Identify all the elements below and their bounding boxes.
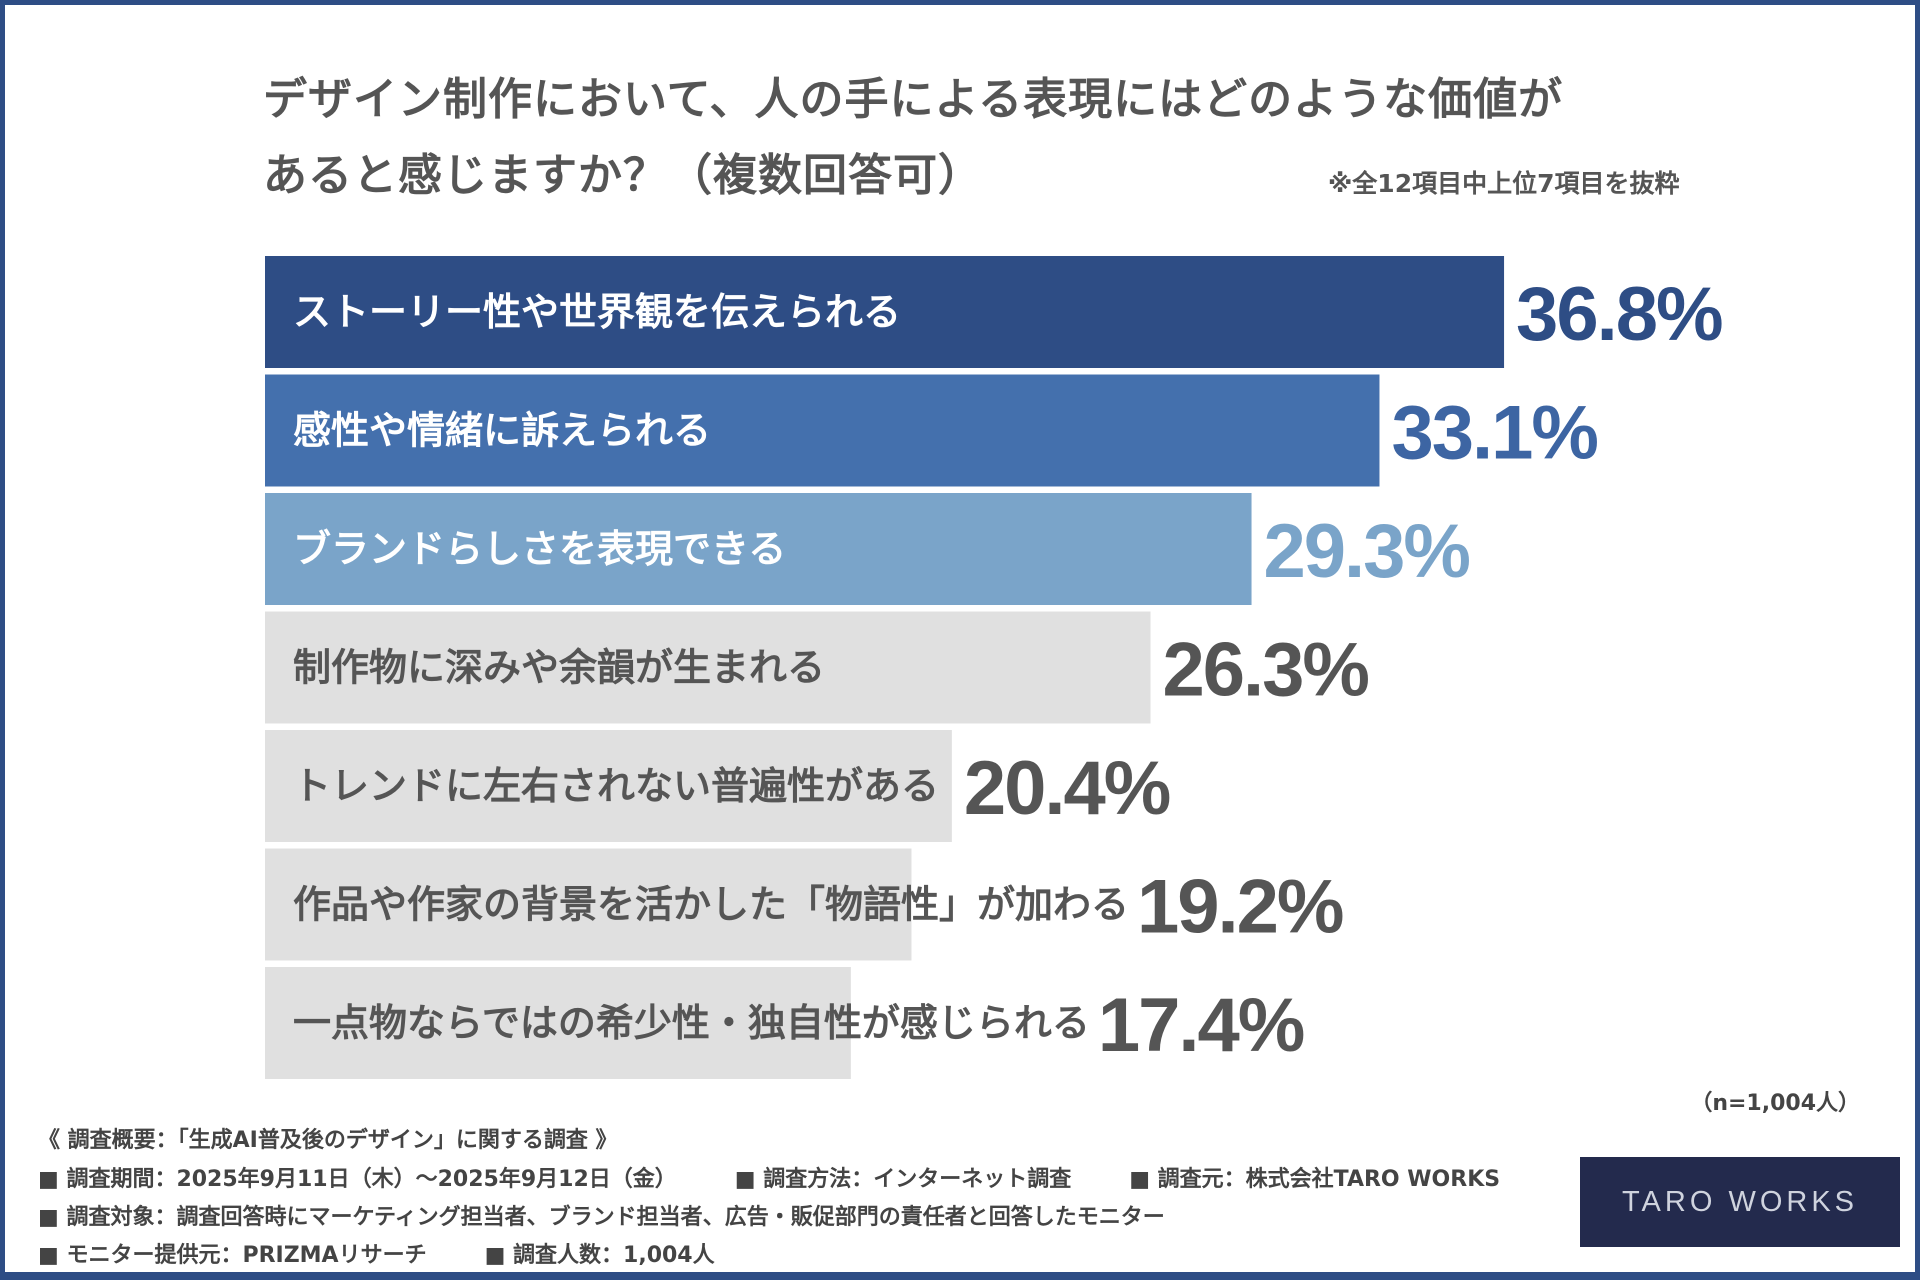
footer-line-2: ■ 調査対象：調査回答時にマーケティング担当者、ブランド担当者、広告・販促部門の… xyxy=(38,1205,1165,1230)
bar-label: ストーリー性や世界観を伝えられる xyxy=(293,290,901,334)
bar xyxy=(265,256,1505,368)
respondent-count: ■ 調査人数：1,004人 xyxy=(484,1243,715,1268)
survey-period: ■ 調査期間：2025年9月11日（木）～2025年9月12日（金） xyxy=(38,1167,677,1192)
chart-note: ※全12項目中上位7項目を抜粋 xyxy=(1328,169,1680,198)
value-label: 19.2% xyxy=(1137,865,1343,950)
bar xyxy=(265,374,1380,487)
sample-size: （n=1,004人） xyxy=(1690,1091,1860,1116)
value-label: 33.1% xyxy=(1391,391,1597,476)
bar-label: 作品や作家の背景を活かした「物語性」が加わる xyxy=(293,883,1129,927)
value-label: 36.8% xyxy=(1516,272,1722,357)
footer-line-1: ■ 調査期間：2025年9月11日（木）～2025年9月12日（金） ■ 調査方法… xyxy=(38,1161,1558,1193)
bar xyxy=(265,611,1151,724)
bar-label: 感性や情緒に訴えられる xyxy=(293,409,711,453)
bar xyxy=(265,730,952,842)
bar xyxy=(265,967,851,1079)
bar-label: 制作物に深みや余韻が生まれる xyxy=(293,646,825,690)
footer-heading: 《 調査概要：「生成AI普及後のデザイン」に関する調査 》 xyxy=(38,1128,618,1153)
value-label: 20.4% xyxy=(964,746,1170,831)
monitor-provider: ■ モニター提供元：PRIZMAリサーチ xyxy=(38,1243,427,1268)
value-label: 17.4% xyxy=(1098,983,1304,1068)
survey-source: ■ 調査元：株式会社TARO WORKS xyxy=(1129,1167,1501,1192)
value-label: 29.3% xyxy=(1264,509,1470,594)
bar-chart: ストーリー性や世界観を伝えられる 36.8% 感性や情緒に訴えられる 33.1% ブラン… xyxy=(265,256,1724,1079)
bar-label: トレンドに左右されない普遍性がある xyxy=(293,764,939,808)
bar-label: ブランドらしさを表現できる xyxy=(293,527,786,571)
title-line-2: あると感じますか？（複数回答可） xyxy=(263,150,983,201)
bar xyxy=(265,493,1252,605)
logo-text: TARO WORKS xyxy=(1621,1185,1859,1218)
footer-line-3: ■ モニター提供元：PRIZMAリサーチ ■ 調査人数：1,004人 xyxy=(38,1237,773,1269)
title-line-1: デザイン制作において、人の手による表現にはどのような価値が xyxy=(263,74,1564,125)
survey-method: ■ 調査方法：インターネット調査 xyxy=(734,1167,1072,1192)
bar-label: 一点物ならではの希少性・独自性が感じられる xyxy=(293,1001,1090,1045)
taro-works-logo: TARO WORKS xyxy=(1580,1157,1900,1247)
value-label: 26.3% xyxy=(1163,628,1369,713)
bar xyxy=(265,848,912,961)
chart-title: デザイン制作において、人の手による表現にはどのような価値が あると感じますか？（… xyxy=(263,62,1713,214)
